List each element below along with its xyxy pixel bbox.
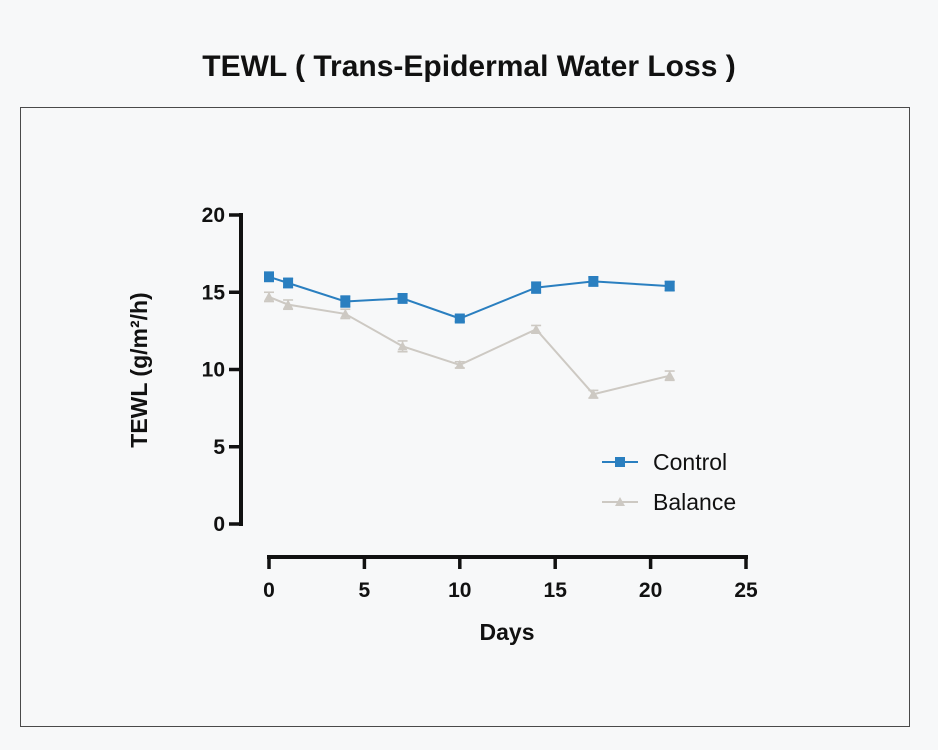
series-balance [264, 291, 675, 399]
series-line [268, 275, 670, 320]
data-point [531, 282, 542, 293]
y-tick-label: 10 [202, 359, 225, 382]
x-tick-label: 5 [359, 579, 371, 602]
data-point [588, 389, 599, 399]
legend-label: Balance [653, 489, 736, 515]
data-point [664, 370, 675, 380]
data-point [264, 271, 274, 282]
data-point [454, 359, 465, 369]
data-point [340, 296, 351, 307]
data-point [340, 308, 351, 318]
data-point [454, 313, 465, 324]
legend-swatch-marker [615, 497, 625, 506]
x-tick-label: 10 [448, 579, 471, 602]
data-point [397, 341, 408, 351]
x-tick-label: 25 [734, 579, 758, 602]
y-tick-label: 15 [202, 281, 226, 304]
data-point [264, 291, 274, 301]
x-tick-label: 15 [544, 579, 568, 602]
legend-label: Control [653, 449, 727, 475]
legend-item-balance: Balance [602, 489, 736, 515]
data-point [531, 324, 542, 334]
series-line [268, 295, 670, 396]
y-tick-label: 0 [213, 513, 225, 536]
y-tick-label: 5 [213, 436, 225, 459]
chart-frame [20, 107, 910, 727]
legend-swatch-marker [615, 457, 625, 467]
y-tick-label: 20 [202, 204, 225, 227]
x-tick-label: 0 [263, 579, 275, 602]
data-point [588, 276, 599, 287]
data-point [283, 299, 294, 309]
chart-title: TEWL ( Trans-Epidermal Water Loss ) [202, 50, 736, 83]
data-point [283, 277, 294, 288]
legend-item-control: Control [602, 449, 727, 475]
data-point [664, 281, 675, 292]
series-control [264, 271, 675, 324]
x-axis-title: Days [480, 619, 535, 645]
x-tick-label: 20 [639, 579, 662, 602]
y-axis-title: TEWL (g/m²/h) [126, 292, 152, 447]
data-point [397, 293, 408, 304]
